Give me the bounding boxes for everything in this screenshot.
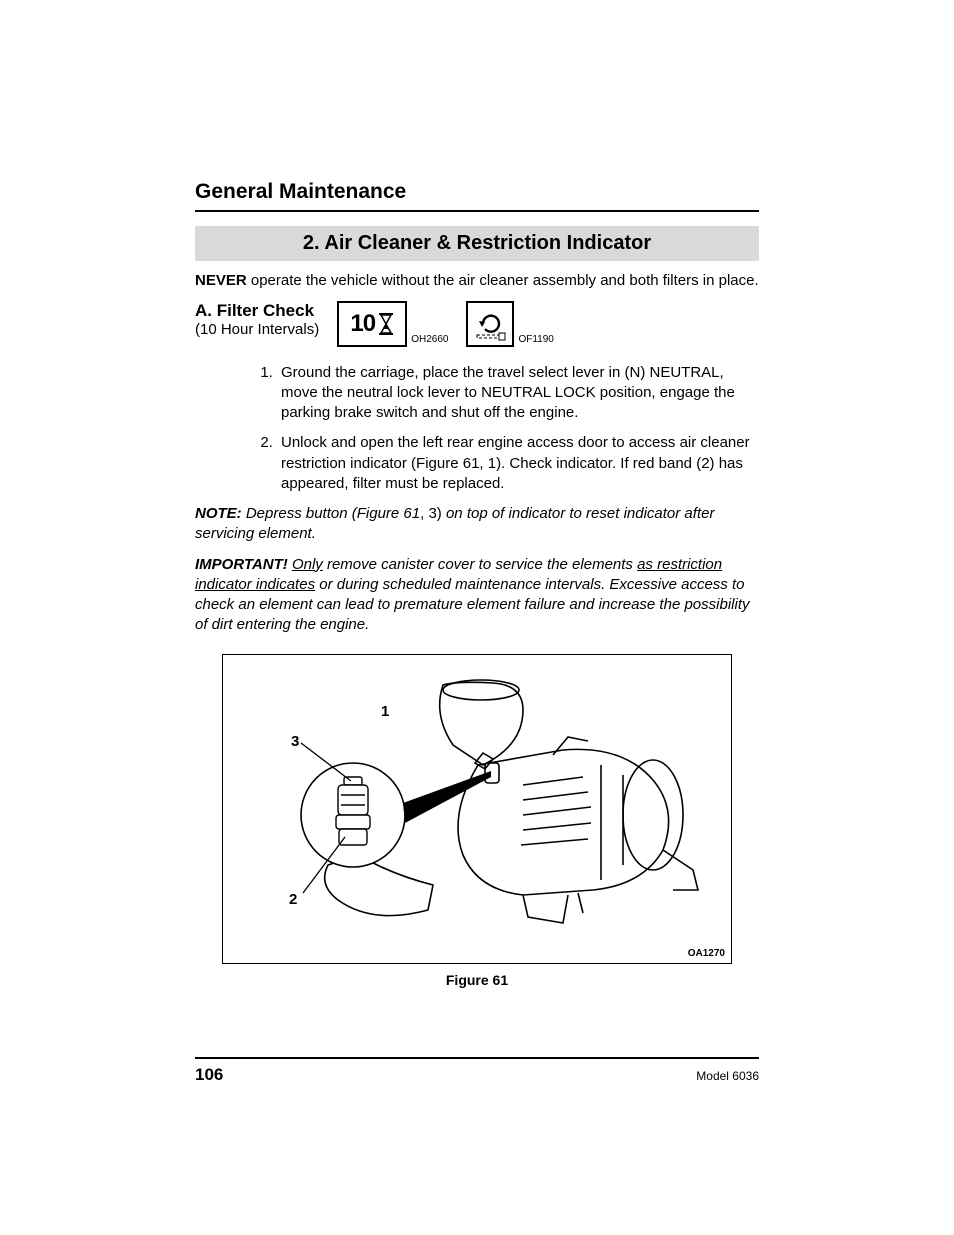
note-text-1: Depress button ( [242,505,357,522]
note-text-2: , 3) [420,505,442,522]
subsection-heading-col: A. Filter Check (10 Hour Intervals) [195,301,319,338]
important-mid: remove canister cover to service the ele… [323,556,637,573]
figure-illustration [223,655,732,964]
page-number: 106 [195,1065,223,1085]
subsection-row: A. Filter Check (10 Hour Intervals) 10 O… [195,301,759,347]
interval-number: 10 [350,310,375,338]
intro-rest: operate the vehicle without the air clea… [247,272,759,289]
list-item: Unlock and open the left rear engine acc… [277,433,759,494]
header-rule [195,210,759,212]
section-banner: 2. Air Cleaner & Restriction Indicator [195,226,759,261]
note-paragraph: NOTE: Depress button (Figure 61, 3) on t… [195,504,759,545]
page-header-title: General Maintenance [195,180,759,204]
figure-frame: 1 3 2 OA1270 [222,654,732,964]
note-label: NOTE: [195,505,242,522]
intro-paragraph: NEVER operate the vehicle without the ai… [195,271,759,291]
footer-rule [195,1057,759,1059]
interval-icon-box: 10 [337,301,407,347]
important-label: IMPORTANT! [195,556,288,573]
callout-3: 3 [291,733,299,750]
service-icon-box [466,301,514,347]
subsection-interval: (10 Hour Intervals) [195,321,319,338]
page-footer: 106 Model 6036 [195,1057,759,1085]
model-label: Model 6036 [696,1069,759,1083]
refresh-manual-icon [473,307,507,341]
figure-caption: Figure 61 [195,972,759,988]
list-item: Ground the carriage, place the travel se… [277,363,759,424]
subsection-heading: A. Filter Check [195,301,319,321]
hourglass-icon [378,313,394,335]
important-u1: Only [292,556,323,573]
callout-2: 2 [289,891,297,908]
callout-1: 1 [381,703,389,720]
icon-code-2: OF1190 [518,334,553,345]
important-paragraph: IMPORTANT! Only remove canister cover to… [195,555,759,636]
procedure-list: Ground the carriage, place the travel se… [195,363,759,495]
icon-code-1: OH2660 [411,334,448,345]
figure-code: OA1270 [688,948,725,959]
intro-strong: NEVER [195,272,247,289]
note-figref: Figure 61 [357,505,420,522]
